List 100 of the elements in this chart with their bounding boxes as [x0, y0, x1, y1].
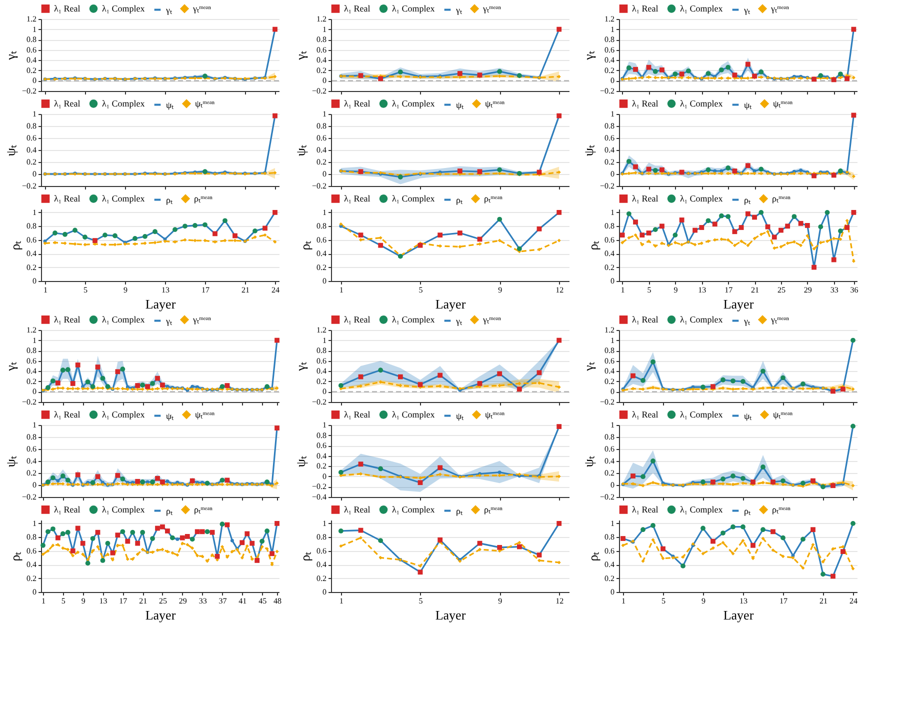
y-tick-label: 0.2	[316, 158, 326, 166]
x-tick-label: 33	[198, 596, 207, 606]
legend-label: λ₁ Complex	[102, 4, 146, 14]
y-tick-label: 0.6	[26, 235, 36, 244]
y-axis-title: γₜ	[580, 362, 596, 372]
y-tick-label: −0.2	[312, 182, 326, 190]
y-tick-label: 1	[32, 420, 36, 430]
y-tick-label: 0.8	[26, 122, 36, 130]
y-tick-label: 0.6	[26, 546, 36, 556]
y-tick-label: 0.6	[316, 45, 326, 54]
y-tick-label: 1	[322, 336, 326, 345]
y-tick-label: 0	[610, 480, 614, 490]
legend-label: ψₜ	[456, 410, 464, 421]
legend-label: ψₜ	[744, 410, 752, 421]
legend-label: ψₜᵐᵉᵃⁿ	[773, 98, 793, 109]
y-tick-label: 0.6	[604, 444, 614, 454]
x-tick-label: 48	[274, 596, 282, 606]
y-tick-label: 0.6	[604, 45, 614, 54]
y-tick-label: −0.2	[600, 182, 614, 190]
y-tick-label: 1	[32, 110, 36, 118]
y-tick-label: 0.6	[26, 356, 36, 366]
y-tick-label: 0.4	[604, 146, 614, 154]
y-tick-label: 0.8	[26, 35, 36, 44]
legend-label: λ₁ Complex	[392, 4, 436, 14]
y-tick-label: −0.2	[22, 86, 36, 96]
y-tick-label: 0	[32, 76, 36, 86]
y-tick-label: 1	[610, 336, 614, 345]
x-tick-label: 17	[119, 596, 128, 606]
y-tick-label: 0.6	[604, 235, 614, 244]
x-tick-label: 45	[258, 596, 267, 606]
legend-label: λ₁ Real	[54, 4, 81, 14]
y-tick-label: 0.6	[316, 546, 326, 556]
y-tick-label: 0.8	[26, 532, 36, 542]
legend-label: λ₁ Real	[54, 504, 81, 515]
x-tick-label: 13	[99, 596, 108, 606]
x-tick-label: 5	[647, 286, 652, 294]
legend-label: λ₁ Complex	[680, 410, 724, 420]
legend-label: ρₜᵐᵉᵃⁿ	[484, 194, 503, 204]
y-tick-label: 0	[32, 387, 36, 396]
legend-label: ψₜᵐᵉᵃⁿ	[195, 98, 215, 109]
legend-label: λ₁ Complex	[680, 98, 724, 109]
y-tick-label: 1	[32, 518, 36, 528]
y-tick-label: 0.2	[26, 262, 36, 272]
y-tick-label: 0.8	[604, 122, 614, 130]
legend-label: λ₁ Real	[632, 314, 659, 325]
x-axis-title: Layer	[145, 608, 176, 622]
y-tick-label: 0.8	[604, 35, 614, 44]
y-tick-label: 0.2	[26, 574, 36, 583]
y-tick-label: 0.4	[26, 456, 36, 466]
legend-label: ρₜ	[744, 194, 750, 205]
legend-label: λ₁ Real	[344, 194, 371, 204]
y-tick-label: 1	[322, 208, 326, 217]
y-tick-label: 0.8	[604, 346, 614, 356]
legend-label: λ₁ Real	[54, 194, 81, 204]
x-tick-label: 29	[804, 286, 812, 294]
y-tick-label: 0.6	[26, 444, 36, 454]
legend-label: γₜᵐᵉᵃⁿ	[482, 314, 502, 325]
y-tick-label: 0.2	[604, 262, 614, 272]
y-tick-label: 0.2	[316, 262, 326, 272]
legend-label: γₜᵐᵉᵃⁿ	[192, 4, 212, 14]
legend-label: ψₜ	[456, 100, 464, 110]
y-tick-label: 0	[32, 480, 36, 490]
y-tick-label: 1.2	[604, 14, 614, 24]
legend-label: ρₜ	[456, 506, 462, 516]
x-tick-label: 24	[272, 286, 280, 294]
x-tick-label: 1	[41, 596, 46, 606]
y-tick-label: 1	[32, 208, 36, 217]
y-tick-label: 0	[610, 588, 614, 596]
y-tick-label: 0	[610, 387, 614, 396]
legend-label: ρₜ	[744, 506, 750, 516]
x-tick-label: 13	[162, 286, 170, 294]
y-tick-label: −0.2	[22, 398, 36, 406]
legend-label: ρₜᵐᵉᵃⁿ	[772, 194, 791, 204]
y-tick-label: 0.8	[26, 222, 36, 231]
legend-label: λ₁ Real	[54, 98, 81, 109]
y-tick-label: −0.2	[312, 86, 326, 96]
y-tick-label: −0.2	[312, 482, 326, 492]
legend-label: λ₁ Complex	[392, 98, 436, 109]
y-tick-label: 0.4	[26, 56, 36, 65]
y-axis-title: γₜ	[2, 51, 18, 61]
legend-label: ρₜ	[166, 506, 172, 516]
x-tick-label: 21	[820, 596, 828, 606]
y-tick-label: 1	[322, 24, 326, 34]
legend-label: ρₜᵐᵉᵃⁿ	[194, 194, 213, 204]
y-tick-label: 0.4	[604, 560, 614, 570]
legend-label: λ₁ Real	[344, 4, 371, 14]
y-tick-label: 1	[610, 420, 614, 430]
y-tick-label: 0.2	[316, 376, 326, 386]
y-tick-label: 0.8	[26, 346, 36, 356]
legend-label: λ₁ Real	[344, 410, 371, 420]
y-tick-label: 1	[32, 24, 36, 34]
y-tick-label: 0.8	[316, 122, 326, 130]
y-axis-title: ρₜ	[298, 240, 312, 250]
y-tick-label: 0.4	[316, 560, 326, 570]
x-tick-label: 36	[850, 286, 858, 294]
x-tick-label: 12	[556, 286, 564, 294]
legend-label: γₜ	[455, 316, 462, 326]
x-tick-label: 21	[242, 286, 250, 294]
y-tick-label: 0.6	[316, 441, 326, 450]
y-tick-label: 1	[610, 518, 614, 528]
